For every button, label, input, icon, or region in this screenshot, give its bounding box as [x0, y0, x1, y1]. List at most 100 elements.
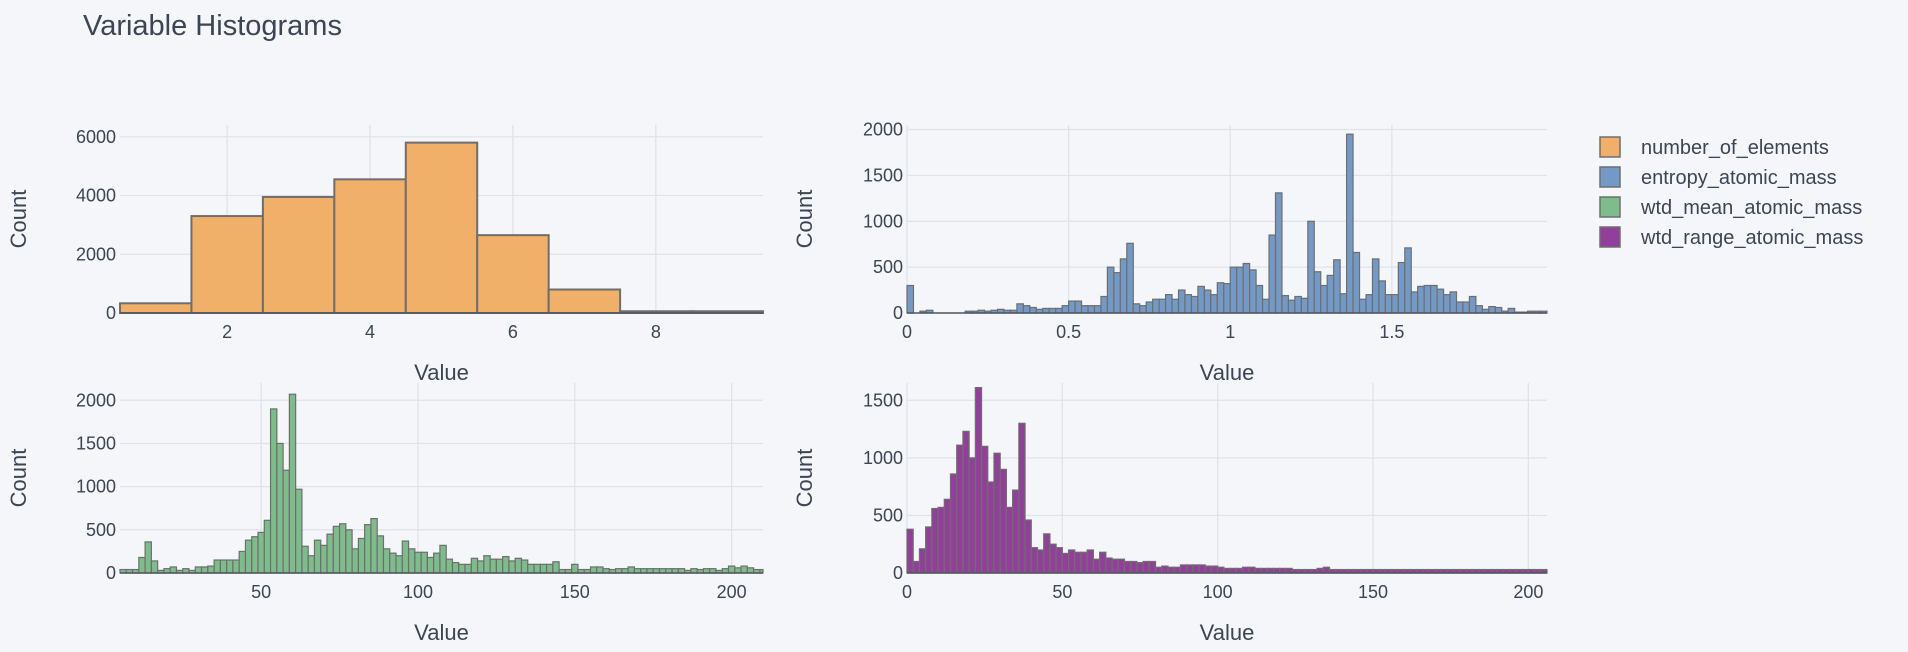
- histogram-bar: [502, 555, 510, 574]
- histogram-bar: [1371, 258, 1380, 314]
- y-tick-label: 0: [893, 303, 903, 323]
- legend-item[interactable]: wtd_range_atomic_mass: [1599, 226, 1863, 249]
- histogram-bar: [1281, 294, 1290, 314]
- histogram-bar: [1197, 285, 1205, 314]
- histogram-bar: [464, 563, 472, 574]
- histogram-bar: [1186, 564, 1194, 574]
- histogram-bar: [351, 548, 359, 574]
- y-tick-label: 500: [86, 520, 116, 540]
- histogram-bar: [533, 563, 541, 574]
- histogram-bar: [968, 457, 976, 574]
- histogram-bar: [508, 560, 516, 574]
- histogram-bar: [1119, 258, 1128, 314]
- histogram-bar: [1136, 562, 1144, 574]
- histogram-bar: [734, 567, 742, 574]
- histogram-bar: [333, 178, 407, 314]
- histogram-bar: [1352, 251, 1361, 314]
- histogram-bar: [263, 519, 272, 574]
- histogram-bar: [1203, 289, 1212, 314]
- x-tick-label: 0: [902, 322, 912, 342]
- histogram-bar: [119, 302, 193, 314]
- histogram-bar: [1123, 560, 1132, 574]
- histogram-bar: [190, 215, 264, 314]
- histogram-bar: [282, 469, 290, 574]
- y-tick-label: 1000: [76, 477, 116, 497]
- histogram-bar: [1158, 298, 1167, 314]
- x-axis-title: Value: [414, 360, 469, 385]
- legend-item[interactable]: number_of_elements: [1599, 136, 1829, 159]
- histogram-bar: [213, 559, 221, 574]
- histogram-bar: [226, 559, 234, 574]
- histogram-bar: [962, 430, 970, 574]
- histogram-bar: [943, 498, 952, 574]
- y-tick-label: 0: [106, 303, 116, 323]
- histogram-bar: [545, 563, 554, 574]
- histogram-bar: [1326, 274, 1335, 314]
- histogram-bar: [552, 561, 560, 574]
- subplot-4: 0 50 100 150 200 0 500 1000 1500 Value Count: [792, 383, 1548, 645]
- x-tick-label: 0: [902, 582, 912, 602]
- histogram-bar: [1242, 262, 1251, 314]
- histogram-bar: [1080, 551, 1088, 574]
- histogram-bar: [727, 565, 736, 574]
- histogram-bar: [1043, 533, 1051, 574]
- legend-item[interactable]: entropy_atomic_mass: [1599, 166, 1837, 189]
- histogram-bar: [1132, 303, 1141, 314]
- histogram-bar: [1152, 298, 1160, 314]
- histogram-bar: [1074, 551, 1082, 574]
- histogram-bar: [1365, 294, 1374, 314]
- y-tick-label: 0: [106, 563, 116, 583]
- histogram-bar: [1294, 295, 1302, 314]
- histogram-bar: [476, 234, 550, 314]
- x-axis-title: Value: [414, 620, 469, 645]
- histogram-bar: [1093, 305, 1102, 314]
- histogram-bar: [589, 566, 598, 574]
- histogram-bar: [1036, 549, 1045, 574]
- histogram-bar: [918, 548, 927, 574]
- histogram-bar: [1216, 282, 1225, 314]
- histogram-bar: [1022, 305, 1031, 314]
- histogram-bar: [483, 555, 491, 574]
- histogram-bar: [1210, 565, 1219, 574]
- histogram-bar: [426, 556, 435, 574]
- legend-item[interactable]: wtd_mean_atomic_mass: [1599, 196, 1862, 219]
- histogram-bar: [740, 565, 748, 574]
- histogram-bar: [194, 566, 203, 574]
- histogram-bar: [514, 557, 523, 574]
- x-tick-label: 2: [222, 322, 232, 342]
- histogram-bar: [1455, 301, 1464, 314]
- histogram-bar: [1161, 565, 1169, 574]
- histogram-bar: [1087, 305, 1096, 314]
- histogram-bar: [219, 559, 228, 574]
- histogram-bar: [1086, 549, 1095, 574]
- x-tick-label: 4: [365, 322, 375, 342]
- legend-swatch: [1599, 196, 1621, 218]
- histogram-bar: [439, 544, 447, 574]
- histogram-bar: [326, 533, 334, 574]
- histogram-bar: [1154, 566, 1163, 574]
- y-tick-label: 500: [873, 505, 903, 525]
- histogram-bar: [376, 535, 385, 574]
- subplot-2: 0 0.5 1 1.5 0 500 1000 1500 2000 Value Count: [792, 120, 1548, 385]
- histogram-bar: [1016, 303, 1024, 314]
- histogram-bar: [1024, 519, 1032, 574]
- histogram-bar: [269, 408, 278, 574]
- histogram-bar: [539, 563, 548, 574]
- x-tick-label: 50: [251, 582, 271, 602]
- histogram-bar: [1378, 280, 1386, 314]
- y-tick-label: 4000: [76, 186, 116, 206]
- histogram-bar: [1190, 295, 1199, 314]
- histogram-bar: [1313, 271, 1322, 314]
- histogram-bar: [1139, 305, 1147, 314]
- histogram-bar: [627, 566, 636, 574]
- histogram-bar: [332, 525, 341, 574]
- histogram-bar: [261, 195, 336, 314]
- histogram-bar: [257, 531, 265, 574]
- histogram-bar: [1106, 266, 1115, 314]
- histogram-bar: [1475, 305, 1483, 314]
- histogram-bar: [288, 393, 297, 574]
- y-tick-label: 1000: [863, 211, 903, 231]
- histogram-bar: [1339, 293, 1348, 314]
- histogram-bar: [1099, 551, 1107, 574]
